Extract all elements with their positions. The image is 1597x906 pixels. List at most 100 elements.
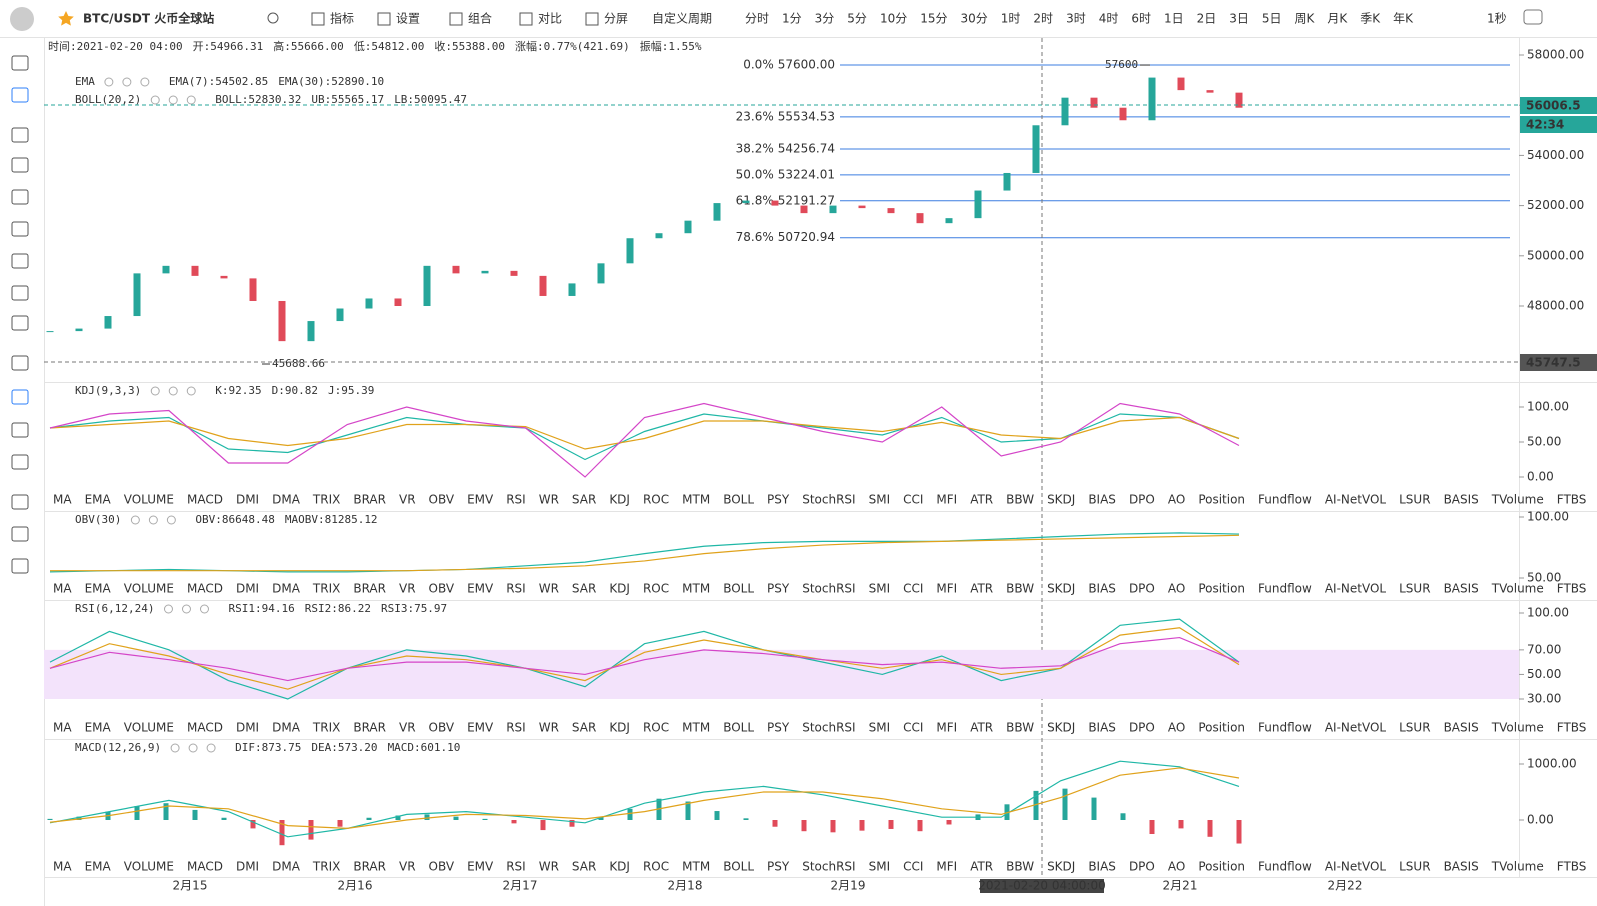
legend-icon[interactable] — [186, 95, 196, 105]
indicator-tab[interactable]: OBV — [429, 582, 455, 596]
custom-period[interactable]: 自定义周期 — [652, 11, 712, 26]
indicator-tab[interactable]: OBV — [429, 721, 455, 735]
camera-icon[interactable] — [1523, 9, 1543, 25]
indicator-tab[interactable]: EMA — [85, 582, 112, 596]
indicator-tab[interactable]: BOLL — [723, 721, 754, 735]
indicator-tab[interactable]: DMA — [272, 493, 301, 507]
indicator-tab[interactable]: MACD — [187, 860, 223, 874]
indicator-tab[interactable]: MACD — [187, 582, 223, 596]
sidebar-tool[interactable] — [11, 127, 29, 143]
indicator-tab[interactable]: PSY — [767, 582, 790, 596]
indicator-tab[interactable]: ROC — [643, 860, 669, 874]
indicator-tab[interactable]: AO — [1168, 582, 1185, 596]
indicator-tab[interactable]: ATR — [970, 582, 993, 596]
indicator-tab[interactable]: ROC — [643, 582, 669, 596]
indicator-tab[interactable]: BOLL — [723, 582, 754, 596]
indicator-tab[interactable]: RSI — [506, 860, 526, 874]
indicator-tab[interactable]: BOLL — [723, 860, 754, 874]
indicator-tab[interactable]: MFI — [936, 493, 957, 507]
period[interactable]: 分时 — [745, 12, 769, 26]
indicator-tab[interactable]: WR — [539, 860, 559, 874]
indicator-tab[interactable]: BIAS — [1088, 721, 1116, 735]
indicator-tab[interactable]: RSI — [506, 582, 526, 596]
realtime[interactable]: 1秒 — [1487, 12, 1507, 26]
indicator-tab[interactable]: BASIS — [1444, 582, 1479, 596]
indicator-tab[interactable]: DPO — [1129, 493, 1155, 507]
indicator-tab[interactable]: TRIX — [312, 582, 340, 596]
indicator-tab[interactable]: FTBS — [1557, 582, 1587, 596]
indicator-tab[interactable]: TVolume — [1491, 721, 1544, 735]
indicator-tab[interactable]: KDJ — [609, 860, 630, 874]
indicator-tab[interactable]: KDJ — [609, 493, 630, 507]
sidebar-tool[interactable] — [11, 221, 29, 237]
indicator-tab[interactable]: StochRSI — [802, 582, 855, 596]
indicator-tab[interactable]: LSUR — [1399, 860, 1430, 874]
indicator-tab[interactable]: RSI — [506, 493, 526, 507]
legend-icon[interactable] — [181, 604, 191, 614]
indicator-tab[interactable]: LSUR — [1399, 493, 1430, 507]
period[interactable]: 15分 — [920, 12, 947, 26]
indicator-tab[interactable]: BRAR — [353, 860, 386, 874]
period[interactable]: 1时 — [1001, 12, 1021, 26]
indicator-tab[interactable]: BASIS — [1444, 493, 1479, 507]
indicator-tab[interactable]: SMI — [869, 582, 891, 596]
tool-button[interactable]: 组合 — [468, 11, 492, 26]
indicator-tab[interactable]: BBW — [1006, 493, 1034, 507]
indicator-tab[interactable]: DMA — [272, 582, 301, 596]
legend-icon[interactable] — [188, 743, 198, 753]
indicator-tab[interactable]: SMI — [869, 860, 891, 874]
sidebar-tool[interactable] — [11, 157, 29, 173]
indicator-tab[interactable]: ATR — [970, 493, 993, 507]
indicator-tab[interactable]: PSY — [767, 721, 790, 735]
period[interactable]: 季K — [1360, 12, 1381, 26]
indicator-tab[interactable]: AI-NetVOL — [1325, 721, 1387, 735]
indicator-tab[interactable]: DPO — [1129, 582, 1155, 596]
indicator-tab[interactable]: MA — [53, 860, 72, 874]
indicator-tab[interactable]: MFI — [936, 721, 957, 735]
indicator-tab[interactable]: CCI — [903, 721, 923, 735]
indicator-tab[interactable]: BIAS — [1088, 582, 1116, 596]
indicator-tab[interactable]: VR — [399, 582, 416, 596]
indicator-tab[interactable]: EMV — [467, 493, 494, 507]
symbol[interactable]: BTC/USDT 火币全球站 — [83, 11, 214, 26]
period[interactable]: 年K — [1393, 12, 1414, 26]
period[interactable]: 10分 — [880, 12, 907, 26]
period[interactable]: 2时 — [1033, 12, 1053, 26]
sidebar-tool[interactable] — [11, 494, 29, 510]
indicator-tab[interactable]: ATR — [970, 860, 993, 874]
indicator-tab[interactable]: MFI — [936, 582, 957, 596]
indicator-tab[interactable]: VOLUME — [124, 860, 174, 874]
sidebar-tool[interactable] — [11, 422, 29, 438]
indicator-tab[interactable]: AI-NetVOL — [1325, 860, 1387, 874]
indicator-tab[interactable]: CCI — [903, 582, 923, 596]
indicator-tab[interactable]: Position — [1198, 721, 1245, 735]
indicator-tab[interactable]: DMA — [272, 721, 301, 735]
indicator-tab[interactable]: BBW — [1006, 721, 1034, 735]
indicator-tab[interactable]: FTBS — [1557, 860, 1587, 874]
indicator-tab[interactable]: BRAR — [353, 721, 386, 735]
indicator-tab[interactable]: OBV — [429, 493, 455, 507]
indicator-tab[interactable]: MTM — [682, 493, 710, 507]
indicator-tab[interactable]: ATR — [970, 721, 993, 735]
sidebar-tool[interactable] — [11, 315, 29, 331]
indicator-tab[interactable]: AO — [1168, 493, 1185, 507]
sidebar-tool[interactable] — [11, 189, 29, 205]
indicator-tab[interactable]: StochRSI — [802, 493, 855, 507]
indicator-tab[interactable]: KDJ — [609, 721, 630, 735]
indicator-tab[interactable]: PSY — [767, 860, 790, 874]
sidebar-tool[interactable] — [11, 285, 29, 301]
indicator-tab[interactable]: MACD — [187, 493, 223, 507]
indicator-tab[interactable]: SKDJ — [1047, 860, 1075, 874]
indicator-tab[interactable]: AI-NetVOL — [1325, 493, 1387, 507]
indicator-tab[interactable]: BASIS — [1444, 721, 1479, 735]
indicator-tab[interactable]: EMA — [85, 721, 112, 735]
indicator-tab[interactable]: DMI — [236, 721, 259, 735]
indicator-tab[interactable]: SMI — [869, 493, 891, 507]
indicator-tab[interactable]: MFI — [936, 860, 957, 874]
indicator-tab[interactable]: CCI — [903, 493, 923, 507]
legend-icon[interactable] — [122, 77, 132, 87]
sidebar-tool[interactable] — [11, 355, 29, 371]
indicator-tab[interactable]: MTM — [682, 582, 710, 596]
period[interactable]: 月K — [1327, 12, 1348, 26]
indicator-tab[interactable]: FTBS — [1557, 493, 1587, 507]
